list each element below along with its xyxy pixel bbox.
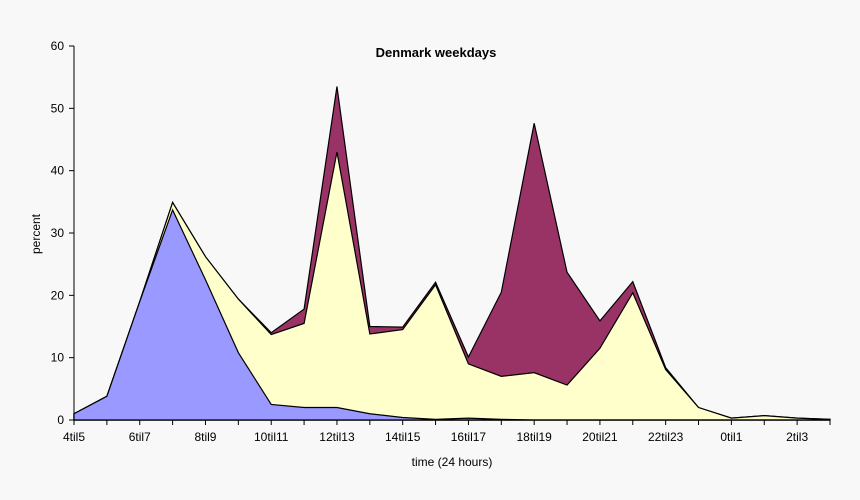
y-tick-label: 0	[57, 413, 64, 427]
x-tick-label: 6til7	[129, 430, 151, 444]
x-ticks: 4til5 6til7 8til9 10til11 12til13 14til15 16ti…	[63, 420, 831, 444]
x-tick-label: 20til21	[582, 430, 618, 444]
y-tick-label: 40	[51, 164, 65, 178]
x-tick-label: 10til11	[254, 430, 289, 444]
plot-areas	[73, 86, 831, 421]
chart-title: Denmark weekdays	[376, 45, 497, 60]
x-tick-label: 16til17	[451, 430, 487, 444]
y-tick-label: 50	[51, 101, 65, 115]
y-axis-label: percent	[29, 213, 43, 254]
x-tick-label: 12til13	[319, 430, 355, 444]
y-tick-label: 60	[51, 39, 65, 53]
x-tick-label: 2til3	[786, 430, 808, 444]
y-tick-label: 30	[51, 226, 65, 240]
x-tick-label: 18til19	[516, 430, 552, 444]
area-series-2	[73, 151, 831, 421]
y-tick-label: 10	[51, 351, 65, 365]
y-tick-label: 20	[51, 288, 65, 302]
x-tick-label: 0til1	[720, 430, 742, 444]
y-ticks: 0 10 20 30 40 50 60	[51, 39, 74, 427]
x-tick-label: 4til5	[63, 430, 85, 444]
x-tick-label: 22til23	[648, 430, 684, 444]
x-tick-label: 8til9	[194, 430, 216, 444]
x-tick-label: 14til15	[385, 430, 421, 444]
x-axis-label: time (24 hours)	[412, 455, 493, 469]
